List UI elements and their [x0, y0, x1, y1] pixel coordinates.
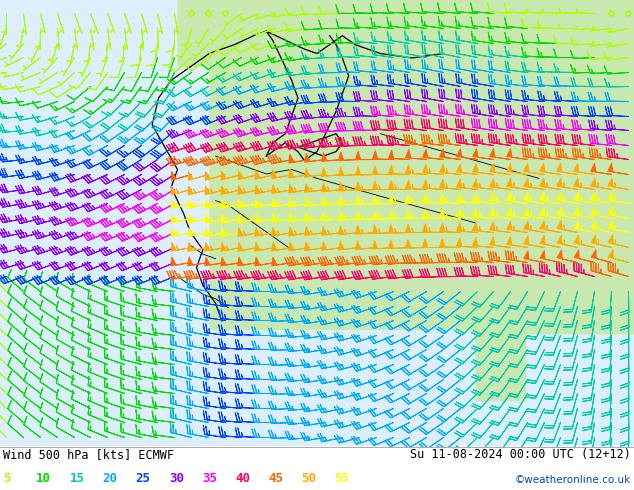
- Text: 50: 50: [301, 472, 316, 485]
- Text: 20: 20: [103, 472, 117, 485]
- Text: 35: 35: [202, 472, 217, 485]
- Text: 10: 10: [36, 472, 51, 485]
- Text: 55: 55: [335, 472, 349, 485]
- Text: ©weatheronline.co.uk: ©weatheronline.co.uk: [515, 475, 631, 485]
- FancyBboxPatch shape: [241, 0, 634, 178]
- FancyBboxPatch shape: [178, 0, 634, 334]
- Text: 60: 60: [368, 472, 383, 485]
- Text: 45: 45: [268, 472, 283, 485]
- Text: 25: 25: [136, 472, 151, 485]
- FancyBboxPatch shape: [178, 268, 526, 401]
- FancyBboxPatch shape: [0, 67, 209, 446]
- Text: Su 11-08-2024 00:00 UTC (12+12): Su 11-08-2024 00:00 UTC (12+12): [410, 448, 631, 461]
- Text: 5: 5: [3, 472, 11, 485]
- Text: 40: 40: [235, 472, 250, 485]
- Text: Wind 500 hPa [kts] ECMWF: Wind 500 hPa [kts] ECMWF: [3, 448, 174, 461]
- Text: 15: 15: [70, 472, 84, 485]
- FancyBboxPatch shape: [190, 330, 476, 410]
- Text: 30: 30: [169, 472, 184, 485]
